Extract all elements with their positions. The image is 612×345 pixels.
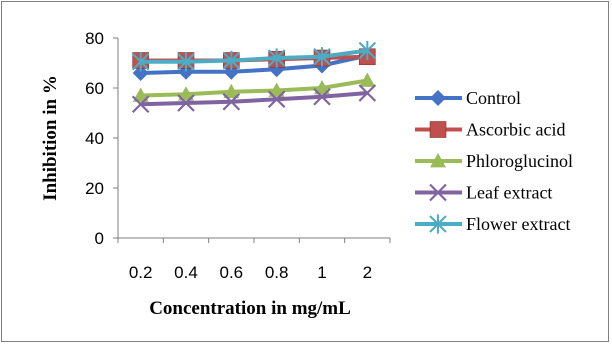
y-tick-label: 60 (85, 79, 104, 98)
y-tick-label: 40 (85, 129, 104, 148)
data-point-flower-extract (358, 40, 377, 61)
series-line-phloroglucinol (140, 78, 368, 98)
x-ticks: 0.2 0.4 0.6 0.8 1 2 (117, 238, 391, 282)
y-tick-label: 20 (85, 179, 104, 198)
data-point-leaf-extract (222, 92, 241, 111)
legend-label: Flower extract (466, 214, 570, 234)
legend-label: Leaf extract (466, 183, 552, 203)
legend-item-control: Control (415, 88, 521, 108)
legend-item-phloroglucinol: Phloroglucinol (415, 151, 573, 171)
data-point-leaf-extract (267, 90, 286, 109)
legend-marker (430, 153, 446, 168)
series-leaf-extract (131, 84, 377, 114)
series-group (131, 40, 377, 114)
data-point-phloroglucinol (132, 87, 149, 102)
data-point-phloroglucinol (223, 83, 240, 99)
legend-marker (429, 183, 447, 202)
y-tick-label: 0 (95, 229, 104, 248)
data-point-flower-extract (313, 47, 331, 67)
y-axis-title: Inhibition in % (40, 75, 61, 201)
legend-label: Phloroglucinol (466, 151, 573, 171)
legend-marker (430, 90, 446, 106)
data-point-flower-extract (222, 50, 241, 71)
data-point-leaf-extract (358, 84, 377, 102)
axes (117, 38, 390, 239)
data-point-phloroglucinol (268, 82, 285, 97)
data-point-control (132, 65, 149, 81)
data-point-leaf-extract (313, 87, 331, 106)
x-tick-label: 0.8 (265, 263, 289, 282)
x-tick-label: 0.2 (129, 263, 153, 282)
data-point-leaf-extract (131, 95, 150, 114)
data-point-phloroglucinol (314, 80, 330, 95)
legend-item-flower-extract: Flower extract (415, 214, 570, 234)
data-point-flower-extract (131, 52, 150, 72)
series-line-flower-extract (140, 48, 368, 64)
data-point-flower-extract (177, 52, 195, 72)
legend-label: Ascorbic acid (466, 120, 565, 140)
legend-marker (429, 214, 447, 234)
data-point-leaf-extract (177, 94, 195, 112)
data-point-flower-extract (267, 48, 286, 68)
x-tick-label: 0.4 (174, 263, 198, 282)
legend-label: Control (466, 88, 521, 108)
data-point-phloroglucinol (359, 72, 376, 87)
y-ticks: 0 20 40 60 80 (85, 29, 118, 248)
y-tick-label: 80 (85, 29, 104, 48)
series-line-leaf-extract (140, 91, 368, 107)
data-point-phloroglucinol (178, 86, 194, 101)
legend-marker (429, 121, 447, 138)
legend-item-ascorbic-acid: Ascorbic acid (415, 120, 565, 140)
series-phloroglucinol (132, 72, 376, 102)
x-tick-label: 1 (317, 263, 326, 282)
legend: Control Ascorbic acid Phloroglucinol Leaf e… (415, 88, 573, 234)
series-flower-extract (131, 40, 377, 72)
x-tick-label: 2 (363, 263, 372, 282)
legend-item-leaf-extract: Leaf extract (415, 183, 552, 203)
x-axis-title: Concentration in mg/mL (149, 298, 351, 319)
x-tick-label: 0.6 (220, 263, 244, 282)
